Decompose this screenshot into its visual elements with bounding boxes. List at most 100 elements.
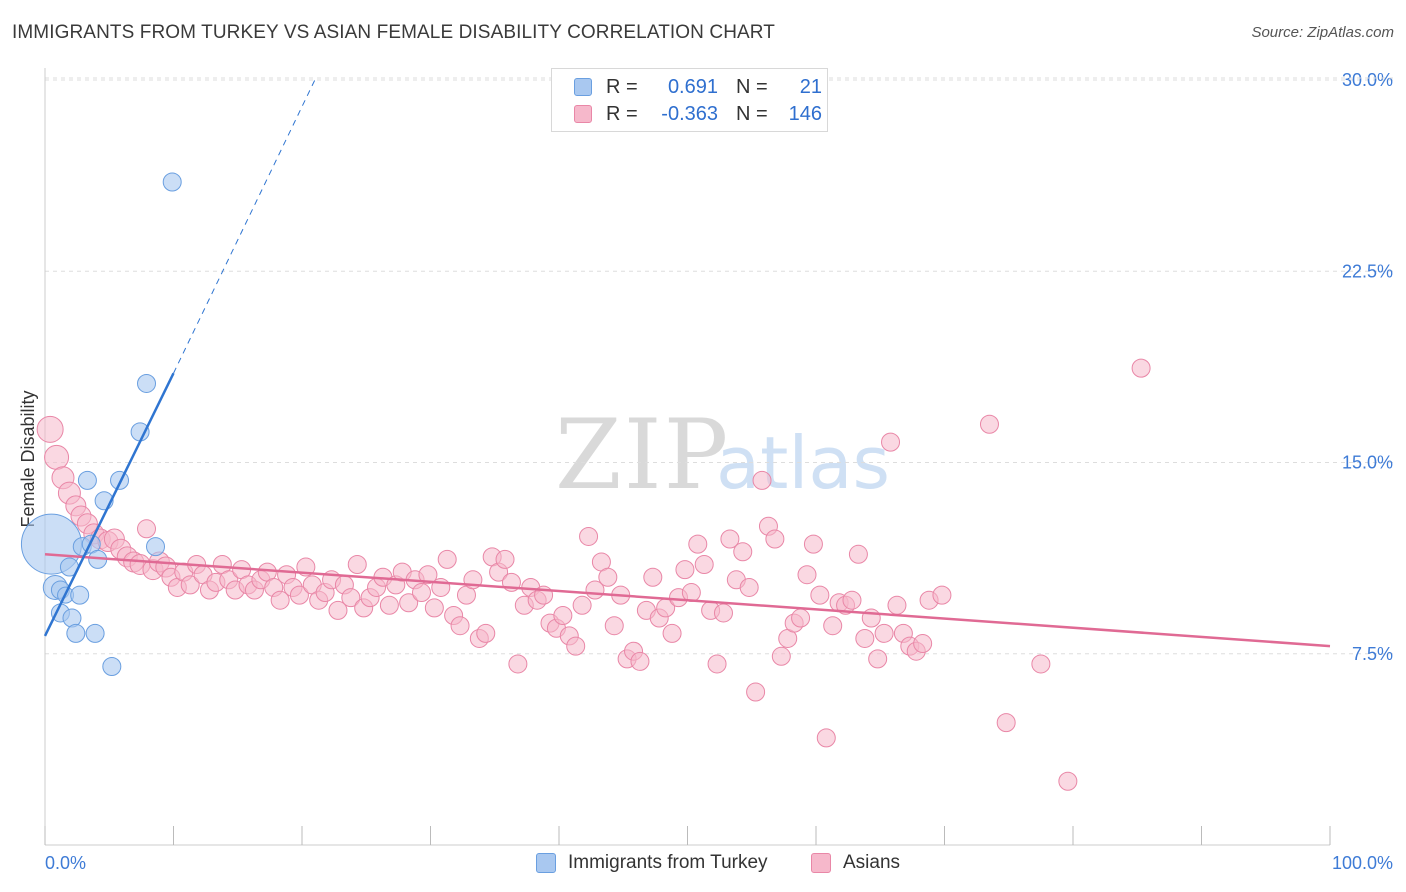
turkey-point — [130, 422, 150, 442]
source-credit: Source: ZipAtlas.com — [1251, 24, 1394, 41]
asians-point — [418, 565, 438, 585]
turkey-point — [66, 623, 86, 643]
asians-point — [495, 549, 515, 569]
asians-point — [810, 585, 830, 605]
legend-r-label: R = — [606, 102, 638, 125]
asians-point — [765, 529, 785, 549]
turkey-trend-extension — [173, 79, 316, 374]
asians-point — [996, 713, 1016, 733]
legend-swatch-pink — [574, 105, 592, 123]
turkey-point — [102, 657, 122, 676]
legend-n-value: 146 — [788, 102, 822, 125]
asians-point — [424, 598, 444, 618]
series-legend-label: Immigrants from Turkey — [568, 852, 768, 873]
asians-point — [848, 544, 868, 564]
legend-row-asians: R = -0.363 N = 146 — [574, 102, 822, 126]
asians-point — [598, 567, 618, 587]
asians-point — [752, 470, 772, 490]
legend-n-value: 21 — [799, 75, 822, 98]
asians-point — [791, 608, 811, 628]
asians-point — [688, 534, 708, 554]
asians-point — [771, 646, 791, 666]
asians-point — [572, 595, 592, 615]
series-legend-turkey: Immigrants from Turkey — [536, 852, 768, 874]
asians-point — [979, 414, 999, 434]
asians-point — [803, 534, 823, 554]
turkey-point — [77, 470, 97, 490]
asians-point — [707, 654, 727, 674]
series-legend-label: Asians — [843, 852, 901, 873]
turkey-point — [162, 172, 182, 192]
asians-point — [450, 616, 470, 636]
y-tick-label: 15.0% — [1342, 453, 1393, 473]
correlation-legend: R = 0.691 N = 21 R = -0.363 N = 146 — [551, 68, 828, 132]
asians-point — [44, 444, 70, 470]
asians-point — [553, 606, 573, 625]
asians-point — [476, 623, 496, 643]
asians-point — [662, 623, 682, 643]
asians-point — [137, 519, 157, 539]
y-tick-label: 7.5% — [1352, 644, 1393, 664]
asians-point — [713, 603, 733, 623]
watermark-zip: ZIP — [555, 399, 730, 511]
series-legend-asians: Asians — [811, 852, 900, 874]
turkey-point — [137, 373, 157, 393]
asians-point — [566, 636, 586, 656]
asians-point — [1031, 654, 1051, 674]
turkey-point — [70, 585, 90, 605]
asians-point — [604, 616, 624, 636]
asians-point — [733, 542, 753, 562]
turkey-point — [85, 623, 105, 643]
asians-point — [797, 565, 817, 585]
series-legend: Immigrants from Turkey Asians — [0, 852, 1406, 878]
legend-n-label: N = — [736, 75, 768, 98]
x-tick-label: 0.0% — [45, 853, 86, 873]
x-tick-label: 100.0% — [1332, 853, 1393, 873]
y-tick-label: 30.0% — [1342, 70, 1393, 90]
asians-point — [675, 560, 695, 580]
asians-point — [36, 415, 64, 443]
asians-point — [180, 575, 200, 595]
asians-point — [1131, 358, 1151, 378]
asians-point — [746, 682, 766, 702]
asians-point — [1058, 771, 1078, 791]
asians-point — [341, 588, 361, 608]
asians-point — [913, 634, 933, 654]
asians-point — [579, 526, 599, 546]
asians-point — [720, 529, 740, 549]
chart-title: IMMIGRANTS FROM TURKEY VS ASIAN FEMALE D… — [12, 22, 775, 43]
asians-point — [816, 728, 836, 748]
asians-point — [412, 583, 432, 603]
series-swatch-pink — [811, 853, 831, 873]
asians-point — [630, 651, 650, 671]
asians-point — [694, 555, 714, 574]
legend-swatch-blue — [574, 78, 592, 96]
asians-point — [887, 595, 907, 615]
turkey-point — [146, 537, 166, 557]
asians-point — [823, 616, 843, 636]
asians-point — [932, 585, 952, 605]
asians-point — [437, 549, 457, 569]
asians-point — [868, 649, 888, 669]
asians-point — [508, 654, 528, 674]
asians-point — [289, 585, 309, 605]
legend-row-turkey: R = 0.691 N = 21 — [574, 75, 822, 99]
legend-r-label: R = — [606, 75, 638, 98]
asians-point — [379, 595, 399, 615]
asians-point — [328, 600, 348, 620]
asians-trend-line — [44, 553, 1331, 648]
asians-point — [270, 590, 290, 610]
legend-r-value: -0.363 — [661, 102, 718, 125]
turkey-trend-line — [43, 372, 175, 637]
legend-r-value: 0.691 — [667, 75, 718, 98]
legend-n-label: N = — [736, 102, 768, 125]
series-swatch-blue — [536, 853, 556, 873]
asians-point — [874, 623, 894, 643]
y-tick-label: 22.5% — [1342, 261, 1393, 281]
asians-point — [399, 593, 419, 613]
asians-point — [855, 628, 875, 648]
turkey-point — [110, 470, 130, 490]
asians-point — [347, 555, 367, 574]
asians-point — [739, 577, 759, 597]
